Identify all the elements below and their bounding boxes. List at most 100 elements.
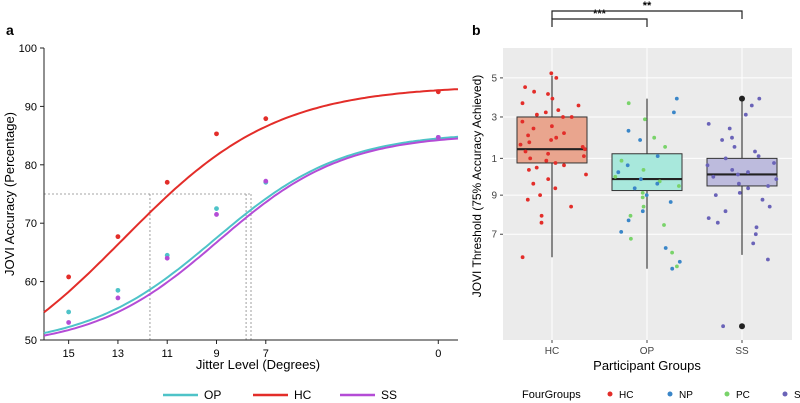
data-point-ss	[757, 96, 762, 101]
data-point-hc	[528, 156, 533, 161]
data-point-np	[625, 163, 630, 168]
data-point-np	[626, 128, 631, 133]
significance-label: ***	[593, 8, 607, 20]
y-tick-label: 80	[25, 160, 37, 172]
data-point-ss	[713, 193, 718, 198]
y-tick-label: 60	[25, 277, 37, 289]
data-point-hc	[539, 220, 544, 225]
y-tick-label: 50	[25, 335, 37, 347]
data-point-ss	[737, 191, 742, 195]
data-point-hc	[546, 92, 550, 96]
legend-swatch-np	[667, 391, 673, 397]
data-point-np	[619, 230, 624, 234]
data-point-np	[616, 170, 621, 175]
data-point-np	[640, 209, 645, 214]
data-point-ss	[774, 177, 779, 182]
data-point-ss	[705, 163, 710, 168]
y-tick-label: 5	[491, 73, 497, 84]
data-point-ss	[737, 181, 741, 186]
data-point-np	[672, 110, 676, 115]
data-point-hc	[538, 193, 542, 198]
y-tick-label: 100	[19, 43, 37, 55]
legend-label-np: NP	[679, 390, 693, 401]
point-ss	[214, 212, 219, 217]
legend-label-ss: SS	[794, 390, 800, 401]
data-point-pc	[629, 236, 633, 241]
y-tick-label: 1	[491, 154, 497, 165]
data-point-hc	[583, 147, 587, 152]
data-point-hc	[553, 161, 558, 165]
significance-label: **	[643, 0, 652, 12]
legend-label-pc: PC	[736, 390, 750, 401]
data-point-hc	[543, 110, 548, 115]
panel-a-y-axis-label: JOVI Accuracy (Percentage)	[2, 112, 17, 276]
data-point-hc	[562, 163, 566, 168]
data-point-ss	[749, 103, 754, 108]
point-hc	[214, 131, 219, 137]
data-point-hc	[561, 115, 565, 119]
point-hc	[164, 179, 170, 185]
data-point-hc	[584, 172, 588, 177]
data-point-hc	[525, 197, 530, 202]
x-tick-label: 11	[162, 348, 173, 360]
data-point-hc	[562, 131, 566, 136]
data-point-ss	[720, 138, 724, 142]
data-point-ss	[767, 204, 772, 209]
y-tick-label: 3	[491, 112, 497, 123]
data-point-np	[674, 96, 679, 101]
panel-b-significance-brackets: *****	[551, 0, 743, 27]
point-op	[115, 287, 121, 293]
data-point-hc	[569, 115, 574, 119]
data-point-np	[632, 186, 637, 191]
data-point-hc	[518, 142, 523, 147]
y-tick-label: 9	[491, 191, 497, 202]
data-point-ss	[766, 184, 770, 188]
data-point-hc	[523, 149, 528, 154]
panel-b-legend[interactable]: FourGroups HC NP PC SS	[522, 389, 800, 401]
significance-bracket	[551, 18, 648, 27]
data-point-ss	[723, 156, 728, 161]
legend-label-op: OP	[204, 388, 221, 402]
point-ss	[66, 320, 72, 325]
data-point-hc	[546, 151, 550, 156]
data-point-hc	[534, 165, 539, 170]
data-point-hc	[554, 76, 559, 80]
outlier-point	[739, 323, 745, 330]
data-point-np	[644, 193, 649, 198]
data-point-hc	[569, 204, 573, 209]
data-point-pc	[675, 264, 679, 269]
data-point-np	[677, 259, 682, 264]
panel-a-legend[interactable]: OP HC SS	[163, 388, 397, 402]
data-point-hc	[520, 101, 525, 106]
data-point-np	[638, 138, 642, 142]
legend-label-ss: SS	[381, 388, 397, 402]
point-ss	[435, 134, 441, 140]
data-point-pc	[626, 101, 631, 106]
data-point-hc	[531, 181, 536, 186]
legend-swatch-ss	[782, 391, 788, 397]
data-point-pc	[657, 179, 662, 184]
data-point-hc	[526, 133, 530, 138]
y-tick-label: 90	[25, 101, 37, 113]
data-point-ss	[721, 324, 725, 329]
curve-ss	[43, 137, 459, 337]
x-tick-label: 7	[263, 348, 269, 360]
outlier-point	[739, 95, 745, 102]
curve-op	[43, 135, 459, 334]
point-op	[214, 206, 219, 212]
data-point-hc	[527, 140, 532, 145]
data-point-ss	[732, 145, 737, 149]
point-hc	[66, 274, 72, 280]
data-point-ss	[706, 216, 711, 221]
data-point-hc	[553, 186, 558, 191]
x-tick-label: 0	[435, 348, 441, 360]
data-point-hc	[520, 255, 525, 260]
data-point-ss	[723, 209, 728, 214]
data-point-pc	[619, 158, 624, 163]
x-tick-label: HC	[545, 346, 559, 357]
data-point-pc	[662, 223, 666, 227]
